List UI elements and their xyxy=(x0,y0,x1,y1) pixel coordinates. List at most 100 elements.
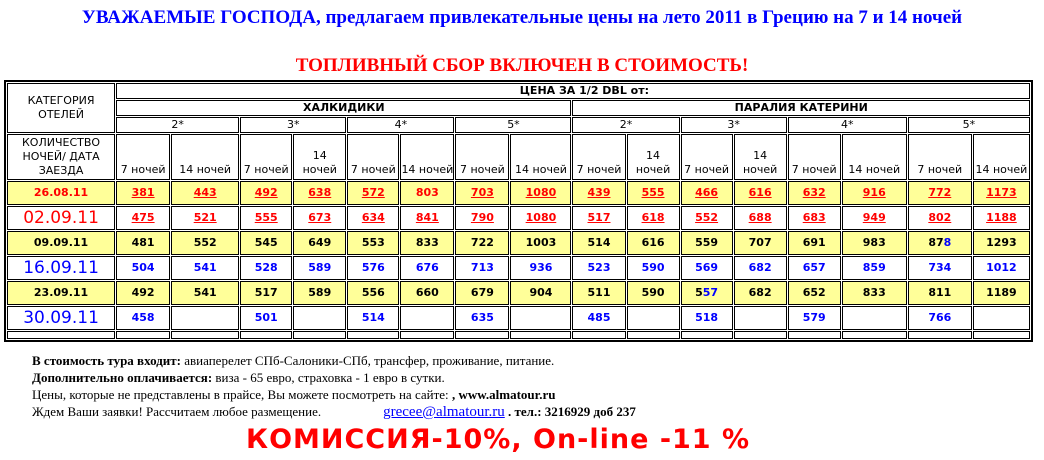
price-cell: 541 xyxy=(171,256,240,280)
nights-header: 7 ночей xyxy=(347,134,400,180)
price-cell: 734 xyxy=(907,256,972,280)
price-cell: 492 xyxy=(116,281,171,305)
category-header: 4* xyxy=(787,117,907,133)
price-cell: 475 xyxy=(116,206,171,230)
table-row: 09.09.11 481 552 545 649 553 833 722 1003 514 616 5… xyxy=(7,231,1030,255)
price-cell: 521 xyxy=(171,206,240,230)
commission-banner: КОМИССИЯ-10%, On-line -11 % xyxy=(246,424,751,455)
price-cell xyxy=(841,306,907,330)
price-cell: 657 xyxy=(787,256,841,280)
price-cell: 949 xyxy=(841,206,907,230)
arrival-date: 09.09.11 xyxy=(7,231,116,255)
price-cell: 1189 xyxy=(972,281,1030,305)
nights-header: 14 ночей xyxy=(733,134,787,180)
empty-cell xyxy=(240,331,293,339)
price-cell: 983 xyxy=(841,231,907,255)
price-cell: 514 xyxy=(572,231,626,255)
price-cell: 616 xyxy=(626,231,680,255)
price-cell: 552 xyxy=(680,206,733,230)
price-cell: 649 xyxy=(293,231,347,255)
price-cell: 683 xyxy=(787,206,841,230)
arrival-date: 26.08.11 xyxy=(7,181,116,205)
price-cell: 569 xyxy=(680,256,733,280)
price-cell: 904 xyxy=(510,281,572,305)
price-cell: 936 xyxy=(510,256,572,280)
nights-header: 7 ночей xyxy=(907,134,972,180)
region-header: ПАРАЛИЯ КАТЕРИНИ xyxy=(572,100,1030,116)
fuel-surcharge-note: ТОПЛИВНЫЙ СБОР ВКЛЮЧЕН В СТОИМОСТЬ! xyxy=(295,55,749,76)
category-header: 4* xyxy=(347,117,455,133)
price-cell: 511 xyxy=(572,281,626,305)
price-cell: 679 xyxy=(455,281,510,305)
price-cell: 691 xyxy=(787,231,841,255)
price-header: ЦЕНА ЗА 1/2 DBL от: xyxy=(116,83,1030,99)
empty-cell xyxy=(400,331,455,339)
empty-cell xyxy=(787,331,841,339)
price-cell: 859 xyxy=(841,256,907,280)
category-header: 5* xyxy=(907,117,1030,133)
arrival-date: 23.09.11 xyxy=(7,281,116,305)
price-cell: 557 xyxy=(680,281,733,305)
price-cell: 514 xyxy=(347,306,400,330)
price-cell: 878 xyxy=(907,231,972,255)
price-cell: 682 xyxy=(733,281,787,305)
price-cell xyxy=(293,306,347,330)
extra-text: виза - 65 евро, страховка - 1 евро в сут… xyxy=(212,370,445,385)
price-cell: 572 xyxy=(347,181,400,205)
footer-info: В стоимость тура входит: авиаперелет СПб… xyxy=(32,352,636,420)
empty-row xyxy=(7,331,1030,339)
price-cell: 703 xyxy=(455,181,510,205)
price-cell: 1188 xyxy=(972,206,1030,230)
table-row: 02.09.11 475 521 555 673 634 841 790 1080 517 618 5… xyxy=(7,206,1030,230)
price-cell: 559 xyxy=(680,231,733,255)
site-link[interactable]: , www.almatour.ru xyxy=(451,387,556,402)
email-link[interactable]: grecee@almatour.ru xyxy=(383,404,505,420)
nights-header: 14 ночей xyxy=(171,134,240,180)
price-cell: 466 xyxy=(680,181,733,205)
price-cell: 635 xyxy=(455,306,510,330)
empty-cell xyxy=(841,331,907,339)
price-cell: 590 xyxy=(626,281,680,305)
price-cell: 766 xyxy=(907,306,972,330)
page-title: УВАЖАЕМЫЕ ГОСПОДА, предлагаем привлекате… xyxy=(81,7,963,28)
empty-cell xyxy=(116,331,171,339)
wait-text: Ждем Ваши заявки! Рассчитаем любое разме… xyxy=(32,404,322,419)
price-cell xyxy=(733,306,787,330)
price-cell: 682 xyxy=(733,256,787,280)
nights-header: 14 ночей xyxy=(400,134,455,180)
arrival-date: 30.09.11 xyxy=(7,306,116,330)
price-cell: 556 xyxy=(347,281,400,305)
price-cell: 589 xyxy=(293,281,347,305)
price-cell: 517 xyxy=(240,281,293,305)
price-cell: 722 xyxy=(455,231,510,255)
empty-cell xyxy=(572,331,626,339)
price-cell: 833 xyxy=(841,281,907,305)
price-cell: 676 xyxy=(400,256,455,280)
price-cell: 504 xyxy=(116,256,171,280)
nights-header: 7 ночей xyxy=(680,134,733,180)
price-cell: 1080 xyxy=(510,206,572,230)
price-cell: 618 xyxy=(626,206,680,230)
arrival-date: 16.09.11 xyxy=(7,256,116,280)
price-cell: 772 xyxy=(907,181,972,205)
price-cell xyxy=(510,306,572,330)
table-row: 30.09.11 458 501 514 635 485 518 579 766 xyxy=(7,306,1030,330)
price-part-highlight: 57 xyxy=(702,286,719,299)
price-cell: 803 xyxy=(400,181,455,205)
table-row: 26.08.11 381 443 492 638 572 803 703 1080 439 555 4… xyxy=(7,181,1030,205)
corner-category-header: КАТЕГОРИЯ ОТЕЛЕЙ xyxy=(7,83,116,133)
price-cell: 673 xyxy=(293,206,347,230)
nights-header: 7 ночей xyxy=(787,134,841,180)
empty-cell xyxy=(455,331,510,339)
empty-cell xyxy=(347,331,400,339)
price-cell: 555 xyxy=(626,181,680,205)
nights-header: 7 ночей xyxy=(572,134,626,180)
nights-header: 7 ночей xyxy=(455,134,510,180)
category-header: 3* xyxy=(240,117,347,133)
empty-cell xyxy=(7,331,116,339)
price-cell: 545 xyxy=(240,231,293,255)
empty-cell xyxy=(293,331,347,339)
extra-label: Дополнительно оплачивается: xyxy=(32,370,213,385)
includes-text: авиаперелет СПб-Салоники-СПб, трансфер, … xyxy=(181,353,555,368)
price-cell: 541 xyxy=(171,281,240,305)
